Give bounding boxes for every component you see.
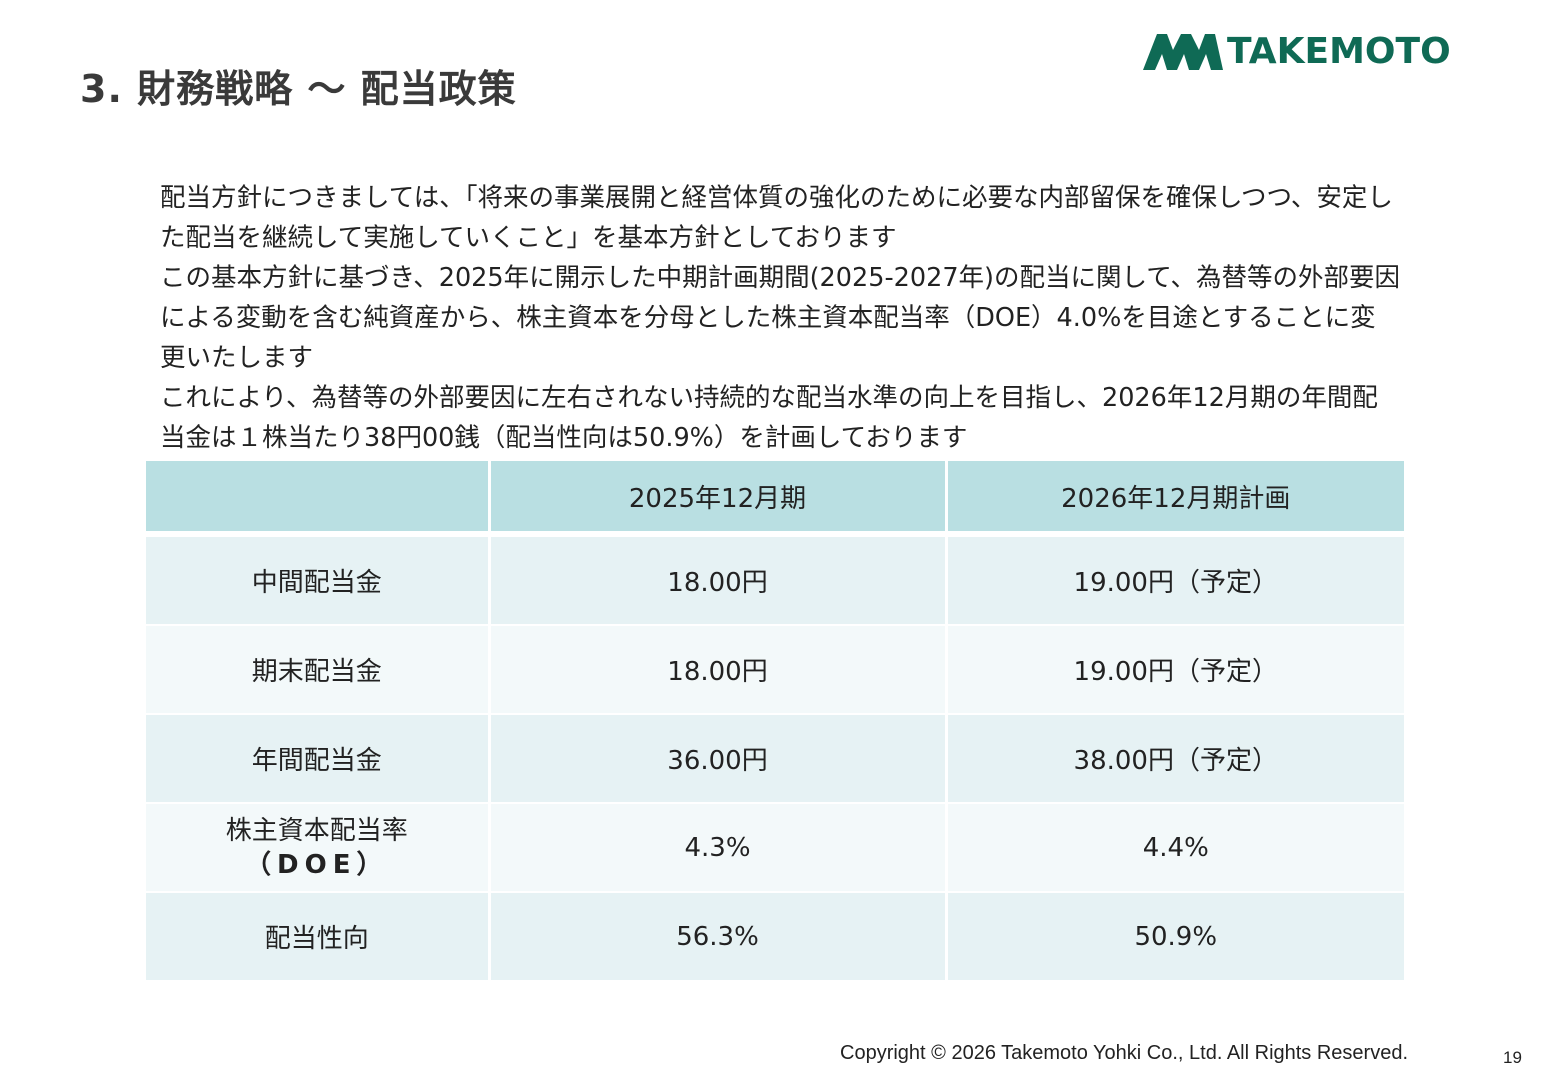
value-2026: 4.4% [944, 803, 1404, 893]
dividend-table: 2025年12月期 2026年12月期計画 中間配当金 18.00円 19.00… [146, 461, 1404, 982]
header-2025: 2025年12月期 [487, 461, 948, 537]
policy-description: 配当方針につきましては、「将来の事業展開と経営体質の強化のために必要な内部留保を… [160, 178, 1400, 458]
row-label: 配当性向 [146, 892, 491, 982]
table-row: 期末配当金 18.00円 19.00円（予定） [146, 625, 1404, 715]
table-row: 年間配当金 36.00円 38.00円（予定） [146, 714, 1404, 804]
paragraph-2026-plan: これにより、為替等の外部要因に左右されない持続的な配当水準の向上を目指し、202… [160, 383, 1378, 453]
row-label: 株主資本配当率 （DOE） [146, 803, 491, 893]
logo-wordmark: TAKEMOTO [1227, 31, 1451, 72]
page-number: 19 [1503, 1048, 1522, 1067]
value-2026: 19.00円（予定） [944, 625, 1404, 715]
value-2026: 50.9% [944, 892, 1404, 982]
header-2026-plan: 2026年12月期計画 [944, 461, 1404, 537]
row-label-main: 株主資本配当率 [225, 815, 408, 846]
table-row: 株主資本配当率 （DOE） 4.3% 4.4% [146, 803, 1404, 893]
paragraph-policy: 配当方針につきましては、「将来の事業展開と経営体質の強化のために必要な内部留保を… [160, 183, 1393, 253]
row-label-sub: （DOE） [245, 849, 389, 880]
row-label: 中間配当金 [146, 534, 491, 626]
company-logo: TAKEMOTO [1143, 34, 1451, 70]
header-blank-cell [146, 461, 491, 537]
table-header-row: 2025年12月期 2026年12月期計画 [146, 461, 1404, 537]
paragraph-doe-change: この基本方針に基づき、2025年に開示した中期計画期間(2025-2027年)の… [160, 263, 1400, 373]
row-label: 年間配当金 [146, 714, 491, 804]
footer-copyright: Copyright © 2026 Takemoto Yohki Co., Ltd… [840, 1042, 1409, 1064]
value-2026: 19.00円（予定） [944, 534, 1404, 626]
row-label: 期末配当金 [146, 625, 491, 715]
value-2025: 56.3% [487, 892, 948, 982]
table-row: 配当性向 56.3% 50.9% [146, 892, 1404, 982]
logo-mark-icon [1143, 34, 1223, 70]
table-row: 中間配当金 18.00円 19.00円（予定） [146, 534, 1404, 626]
value-2025: 4.3% [487, 803, 948, 893]
page-title: 3. 財務戦略 ～ 配当政策 [80, 67, 517, 111]
value-2025: 18.00円 [487, 625, 948, 715]
value-2025: 36.00円 [487, 714, 948, 804]
value-2025: 18.00円 [487, 534, 948, 626]
value-2026: 38.00円（予定） [944, 714, 1404, 804]
